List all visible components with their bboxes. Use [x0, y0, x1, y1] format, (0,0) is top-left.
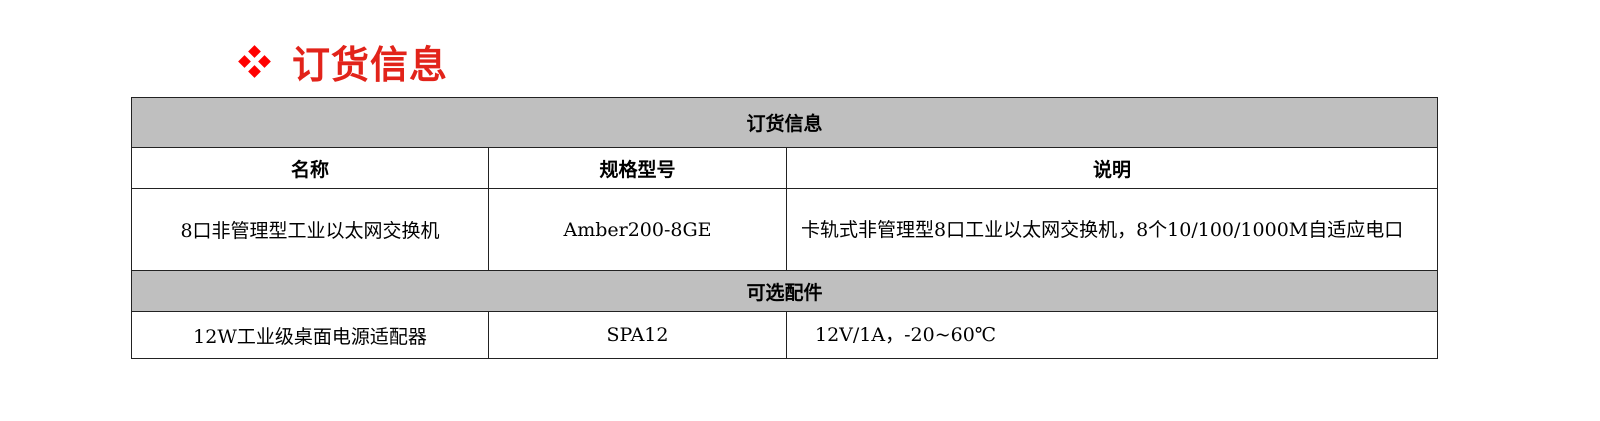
column-header-model: 规格型号	[488, 147, 787, 189]
column-header-description: 说明	[786, 147, 1438, 189]
table-row: 12W工业级桌面电源适配器 SPA12 12V/1A，-20~60℃	[131, 311, 1438, 359]
table-row: 8口非管理型工业以太网交换机 Amber200-8GE 卡轨式非管理型8口工业以…	[131, 188, 1438, 271]
heading-title: 订货信息	[292, 43, 449, 87]
section-heading: 订货信息	[238, 34, 449, 89]
diamond-bullet-icon	[238, 44, 271, 78]
section-title-ordering: 订货信息	[131, 97, 1438, 148]
product-description: 卡轨式非管理型8口工业以太网交换机，8个10/100/1000M自适应电口	[786, 188, 1438, 271]
accessory-model: SPA12	[488, 311, 787, 359]
product-model: Amber200-8GE	[488, 188, 787, 271]
column-header-name: 名称	[131, 147, 489, 189]
section-title-accessories: 可选配件	[131, 270, 1438, 312]
ordering-table: 订货信息 名称 规格型号 说明 8口非管理型工业以太网交换机 Amber200-…	[131, 97, 1438, 359]
product-name: 8口非管理型工业以太网交换机	[131, 188, 489, 271]
accessory-name: 12W工业级桌面电源适配器	[131, 311, 489, 359]
accessory-description: 12V/1A，-20~60℃	[786, 311, 1438, 359]
